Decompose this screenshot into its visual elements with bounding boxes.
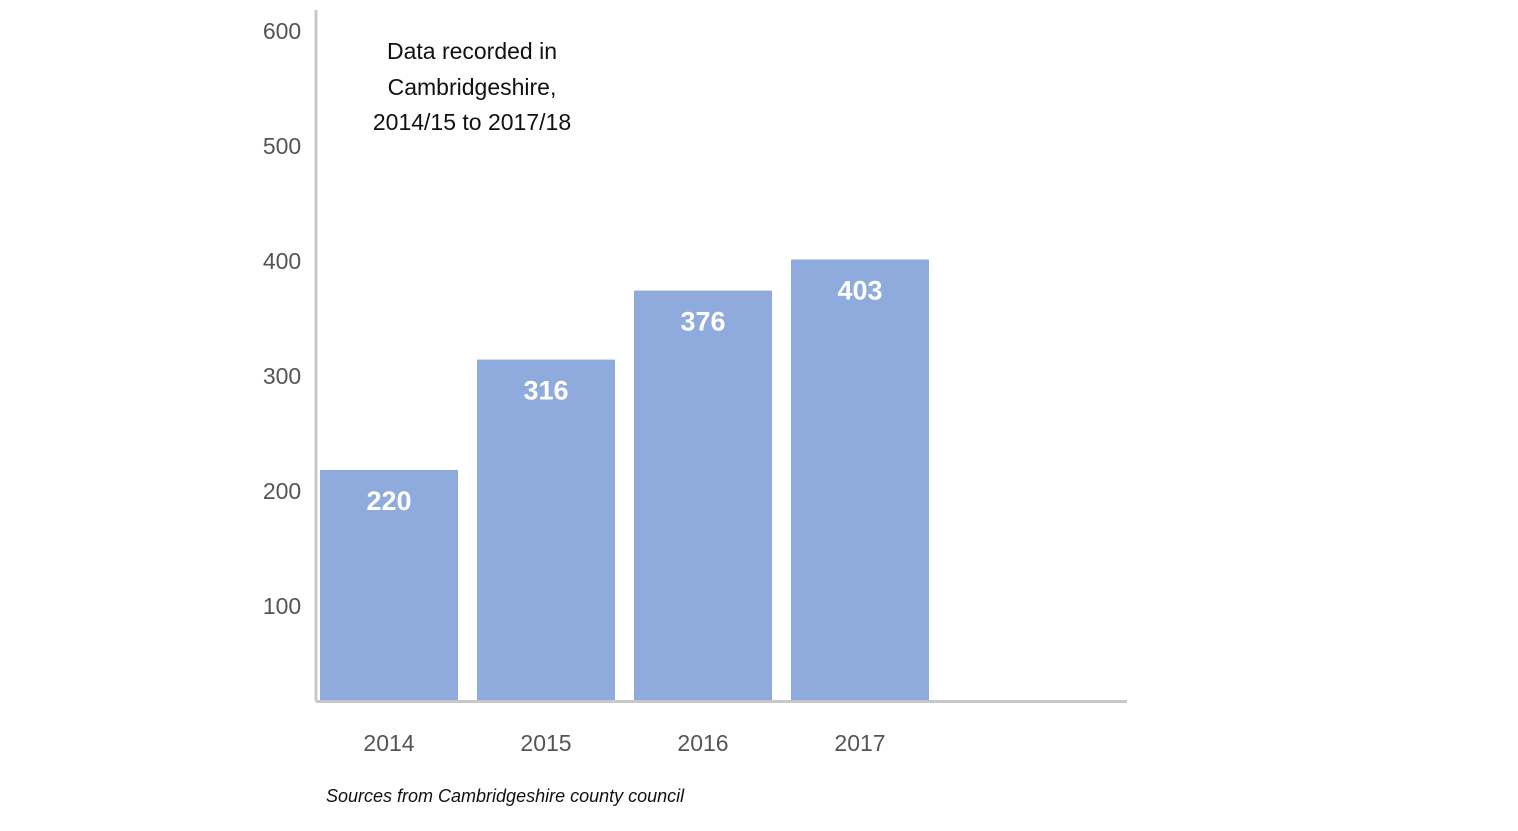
- value-label: 403: [837, 276, 882, 306]
- y-tick-label: 300: [263, 363, 301, 389]
- value-label: 220: [366, 486, 411, 516]
- bar: [634, 290, 772, 700]
- y-tick-label: 200: [263, 478, 301, 504]
- value-label: 376: [680, 307, 725, 337]
- source-note: Sources from Cambridgeshire county counc…: [326, 786, 685, 806]
- bar: [320, 470, 458, 700]
- x-tick-label: 2015: [520, 730, 571, 756]
- y-tick-label: 400: [263, 248, 301, 274]
- annotation: 2014/15 to 2017/18: [373, 109, 571, 135]
- y-tick-label: 600: [263, 18, 301, 44]
- x-tick-label: 2014: [363, 730, 414, 756]
- value-label: 316: [523, 376, 568, 406]
- bar: [791, 259, 929, 700]
- x-tick-label: 2017: [834, 730, 885, 756]
- y-tick-label: 100: [263, 593, 301, 619]
- bar: [477, 359, 615, 700]
- y-tick-label: 500: [263, 133, 301, 159]
- annotation: Data recorded in: [387, 38, 557, 64]
- x-tick-label: 2016: [677, 730, 728, 756]
- annotation: Cambridgeshire,: [388, 74, 557, 100]
